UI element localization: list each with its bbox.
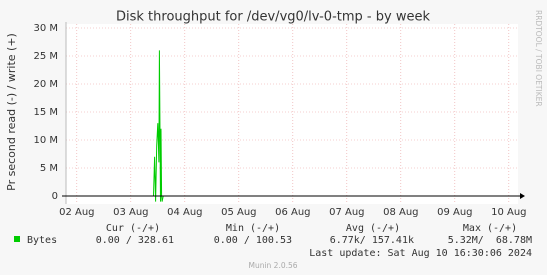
chart-title: Disk throughput for /dev/vg0/lv-0-tmp - … (116, 10, 430, 25)
y-tick-label: 0 (52, 191, 58, 202)
x-tick-label: 05 Aug (221, 207, 256, 218)
y-tick-label: 20 M (33, 79, 58, 90)
legend-header: Avg (-/+) (346, 223, 400, 234)
x-tick-label: 06 Aug (275, 207, 310, 218)
legend-swatch (14, 236, 20, 242)
x-tick-label: 04 Aug (167, 207, 202, 218)
line (66, 50, 518, 202)
x-axis-arrow (520, 193, 525, 199)
x-tick-label: 09 Aug (437, 207, 472, 218)
x-tick-label: 02 Aug (59, 207, 94, 218)
plot-area (66, 24, 518, 204)
legend-header: Min (-/+) (226, 223, 280, 234)
footer: Munin 2.0.56 (248, 261, 297, 270)
y-tick-label: 30 M (33, 23, 58, 34)
x-tick-label: 10 Aug (491, 207, 526, 218)
legend-label: Bytes (27, 235, 57, 246)
legend-value: 0.00 / 100.53 (214, 235, 292, 246)
x-tick-label: 08 Aug (383, 207, 418, 218)
legend-value: 6.77k/ 157.41k (330, 235, 414, 246)
legend-header: Cur (-/+) (106, 223, 160, 234)
y-tick-label: 5 M (40, 163, 58, 174)
legend-header: Max (-/+) (463, 223, 517, 234)
y-axis-label: Pr second read (-) / write (+) (5, 33, 18, 191)
y-tick-label: 15 M (33, 107, 58, 118)
x-tick-label: 07 Aug (329, 207, 364, 218)
side-text: RRDTOOL / TOBI OETIKER (534, 10, 543, 107)
y-tick-label: 10 M (33, 135, 58, 146)
last-update: Last update: Sat Aug 10 16:30:06 2024 (309, 248, 532, 259)
legend-value: 5.32M/ 68.78M (448, 235, 532, 246)
legend-value: 0.00 / 328.61 (96, 235, 174, 246)
x-tick-label: 03 Aug (113, 207, 148, 218)
y-tick-label: 25 M (33, 51, 58, 62)
